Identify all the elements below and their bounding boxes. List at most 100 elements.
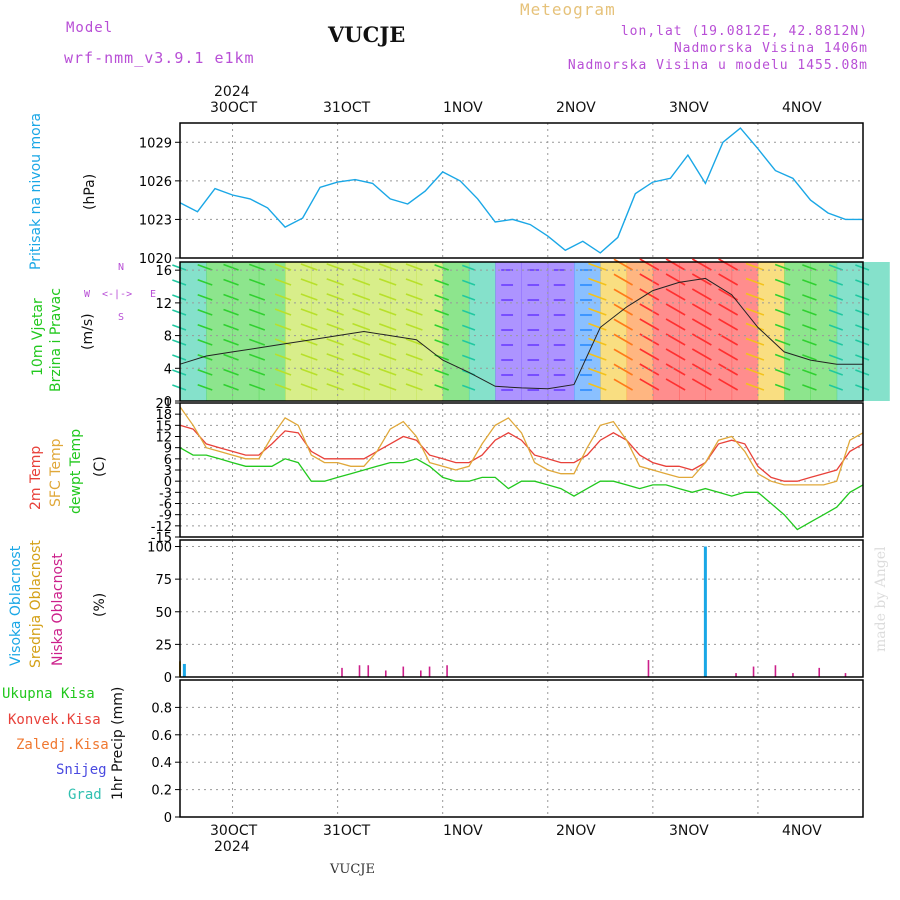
wind-barb-78 — [378, 353, 397, 361]
wind-speed-line — [179, 277, 863, 390]
wind-barb-183 — [691, 303, 712, 316]
cloud-ytick-label-3: 75 — [155, 573, 172, 588]
model-elevation-label: Nadmorska Visina u modelu 1455.08m — [567, 58, 868, 73]
wind-barb-224 — [802, 384, 817, 391]
wind-barb-56 — [326, 293, 344, 301]
wind-barb-38 — [274, 293, 292, 301]
wind-barb-188 — [691, 378, 712, 391]
wind-barb-62 — [326, 383, 344, 391]
wind-barb-17 — [197, 383, 213, 391]
wind-barb-20 — [223, 293, 239, 301]
wind-barb-43 — [274, 368, 292, 376]
wind-barb-72 — [378, 263, 397, 271]
top-tick-3nov: 3NOV — [669, 100, 709, 116]
wind-barb-209 — [774, 293, 791, 301]
wind-barb-170 — [639, 378, 660, 391]
wind-barb-222 — [802, 354, 817, 361]
wind-barb-49 — [300, 323, 318, 331]
precip-ytick-label-2: 0.4 — [151, 756, 172, 771]
precip-frame — [179, 679, 864, 818]
wind-barb-215 — [774, 383, 791, 391]
wind-speed-band-26 — [863, 262, 890, 401]
pressure-frame — [179, 122, 864, 259]
wind-barb-42 — [274, 353, 292, 361]
wind-barb-161 — [613, 378, 633, 391]
wind-barb-152 — [588, 382, 607, 391]
wind-barb-179 — [665, 378, 686, 391]
wind-barb-150 — [588, 352, 607, 361]
station-title: VUCJE — [328, 22, 406, 47]
wind-barb-190 — [718, 273, 739, 286]
wind-barb-52 — [300, 368, 318, 376]
wind-barb-198 — [745, 262, 765, 271]
wind-barb-193 — [718, 318, 739, 331]
wind-speed-band-10 — [442, 262, 470, 401]
bottom-year-label: 2024 — [214, 839, 250, 855]
wind-barb-94 — [434, 324, 449, 331]
wind-barb-53 — [300, 383, 318, 391]
wind-speed-band-1 — [206, 262, 234, 401]
wind-barb-80 — [378, 383, 397, 391]
wind-barb-157 — [613, 318, 633, 331]
wind-barb-55 — [326, 278, 344, 286]
product-title: Meteogram — [520, 0, 616, 19]
cloud-bar-2-10 — [752, 666, 755, 677]
wind-barb-73 — [378, 278, 397, 286]
wind-barb-64 — [352, 277, 371, 286]
wind-barb-203 — [745, 337, 765, 346]
wind-barb-231 — [828, 354, 844, 361]
wind-speed-band-19 — [679, 262, 706, 401]
wind-barb-158 — [613, 333, 633, 346]
wind-barb-86 — [405, 338, 423, 346]
wind-barb-46 — [300, 278, 318, 286]
wind-barb-61 — [326, 368, 344, 376]
wind-barb-93 — [434, 309, 449, 316]
wind-barb-99 — [462, 264, 476, 271]
precip-legend-hail: Grad — [68, 787, 102, 803]
wind-barb-13 — [197, 323, 213, 331]
temperature-ytick-label-2: -9 — [159, 509, 172, 524]
wind-speed-band-18 — [652, 262, 680, 401]
wind-barb-104 — [462, 339, 476, 346]
temp-2m-line — [179, 424, 864, 482]
wind-barb-54 — [326, 263, 344, 271]
wind-barb-24 — [223, 353, 239, 361]
cloud-bar-2-13 — [818, 667, 821, 677]
wind-barb-92 — [434, 294, 449, 301]
wind-barb-10 — [197, 278, 213, 286]
wind-barb-47 — [300, 293, 318, 301]
wind-barb-163 — [639, 273, 660, 286]
wind-barb-59 — [326, 338, 344, 346]
wind-barb-149 — [588, 337, 607, 346]
wind-speed-band-8 — [390, 262, 417, 401]
cloud-ytick-label-1: 25 — [155, 638, 172, 653]
wind-barb-225 — [828, 264, 844, 271]
precip-legend-snow: Snijeg — [56, 762, 107, 778]
wind-barb-147 — [588, 307, 607, 316]
wind-barb-232 — [828, 369, 844, 376]
wind-barb-81 — [405, 263, 423, 271]
wind-barb-6 — [172, 354, 187, 361]
pressure-ytick-label-2: 1026 — [139, 175, 172, 190]
wind-barb-21 — [223, 308, 239, 316]
wind-barb-176 — [665, 333, 686, 346]
wind-barb-51 — [300, 353, 318, 361]
precip-ytick-label-1: 0.2 — [151, 784, 172, 799]
precip-ytick-label-0: 0 — [164, 811, 172, 826]
wind-barb-216 — [802, 264, 817, 271]
wind-barb-69 — [352, 352, 371, 361]
wind-ytick-label-3: 12 — [155, 297, 172, 312]
wind-barb-88 — [405, 368, 423, 376]
wind-barb-148 — [588, 322, 607, 331]
wind-barb-83 — [405, 293, 423, 301]
wind-barb-37 — [274, 278, 292, 286]
wind-barb-146 — [588, 292, 607, 301]
compass-cross-icon: <-|-> — [102, 289, 133, 300]
wind-barb-63 — [352, 262, 371, 271]
temperature-ytick-label-10: 15 — [155, 419, 172, 434]
cloud-bar-2-14 — [844, 673, 847, 677]
wind-barb-66 — [352, 307, 371, 316]
wind-speed-band-7 — [363, 262, 391, 401]
bottom-tick-3nov: 3NOV — [669, 823, 709, 839]
compass-south: S — [118, 312, 125, 323]
